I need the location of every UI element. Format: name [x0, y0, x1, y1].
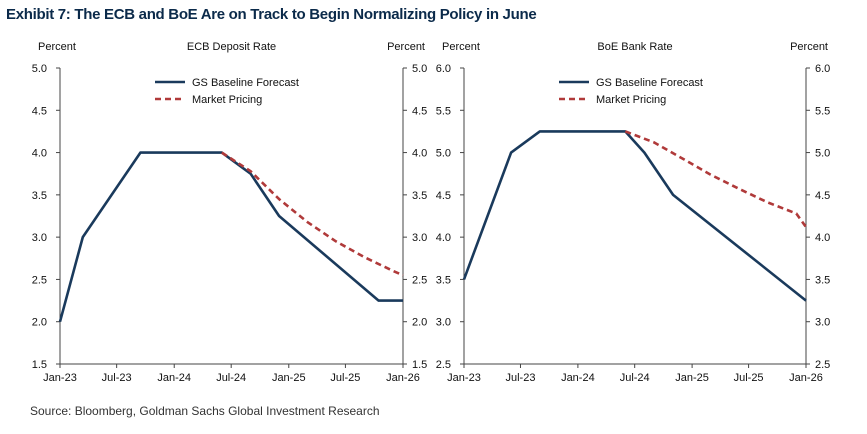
y-axis-label-left: Percent: [38, 41, 76, 53]
y-tick-label-left: 5.0: [436, 148, 451, 160]
source-note: Source: Bloomberg, Goldman Sachs Global …: [30, 404, 380, 418]
baseline-forecast-line: [462, 130, 807, 302]
exhibit-title: Exhibit 7: The ECB and BoE Are on Track …: [6, 6, 537, 23]
y-tick-label-right: 3.5: [412, 190, 427, 202]
y-axis-label-right: Percent: [387, 41, 425, 53]
x-tick-label: Jan-26: [789, 372, 823, 384]
x-tick-label: Jul-24: [216, 372, 246, 384]
chart-title: BoE Bank Rate: [597, 41, 672, 53]
y-tick-label-left: 4.5: [32, 105, 47, 117]
x-tick-label: Jul-25: [734, 372, 764, 384]
y-axis-label-left: Percent: [442, 41, 480, 53]
x-tick-label: Jan-23: [43, 372, 77, 384]
y-tick-label-right: 5.0: [815, 148, 830, 160]
x-tick-label: Jan-25: [272, 372, 306, 384]
legend-label: Market Pricing: [596, 94, 666, 106]
y-tick-label-right: 1.5: [412, 359, 427, 371]
x-tick-label: Jan-24: [157, 372, 191, 384]
y-tick-label-left: 3.0: [32, 232, 47, 244]
x-tick-label: Jan-23: [447, 372, 481, 384]
y-tick-label-left: 2.0: [32, 317, 47, 329]
y-tick-label-right: 4.0: [412, 148, 427, 160]
y-tick-label-right: 3.5: [815, 274, 830, 286]
y-tick-label-left: 3.0: [436, 317, 451, 329]
legend-label: GS Baseline Forecast: [596, 77, 703, 89]
y-tick-label-right: 4.5: [412, 105, 427, 117]
y-tick-label-right: 2.0: [412, 317, 427, 329]
market-pricing-line: [624, 130, 808, 228]
y-tick-label-left: 4.0: [32, 148, 47, 160]
x-tick-label: Jul-24: [620, 372, 650, 384]
y-tick-label-left: 3.5: [32, 190, 47, 202]
y-tick-label-right: 5.0: [412, 63, 427, 75]
y-axis-label-right: Percent: [790, 41, 828, 53]
y-tick-label-left: 6.0: [436, 63, 451, 75]
x-tick-label: Jul-25: [330, 372, 360, 384]
legend-label: GS Baseline Forecast: [192, 77, 299, 89]
y-tick-label-right: 3.0: [815, 317, 830, 329]
baseline-forecast-line: [58, 151, 403, 323]
y-tick-label-left: 3.5: [436, 274, 451, 286]
y-tick-label-right: 4.5: [815, 190, 830, 202]
y-tick-label-left: 4.5: [436, 190, 451, 202]
y-tick-label-left: 5.0: [32, 63, 47, 75]
y-tick-label-left: 2.5: [436, 359, 451, 371]
x-tick-label: Jan-25: [675, 372, 709, 384]
x-tick-label: Jan-26: [386, 372, 420, 384]
y-tick-label-left: 2.5: [32, 274, 47, 286]
y-tick-label-right: 4.0: [815, 232, 830, 244]
y-tick-label-right: 6.0: [815, 63, 830, 75]
market-pricing-line: [221, 151, 404, 277]
y-tick-label-right: 2.5: [815, 359, 830, 371]
y-tick-label-left: 1.5: [32, 359, 47, 371]
y-tick-label-right: 3.0: [412, 232, 427, 244]
y-tick-label-left: 5.5: [436, 105, 451, 117]
x-tick-label: Jul-23: [505, 372, 535, 384]
y-tick-label-right: 5.5: [815, 105, 830, 117]
x-tick-label: Jul-23: [102, 372, 132, 384]
y-tick-label-left: 4.0: [436, 232, 451, 244]
x-tick-label: Jan-24: [561, 372, 595, 384]
legend-label: Market Pricing: [192, 94, 262, 106]
y-tick-label-right: 2.5: [412, 274, 427, 286]
chart-title: ECB Deposit Rate: [187, 41, 276, 53]
